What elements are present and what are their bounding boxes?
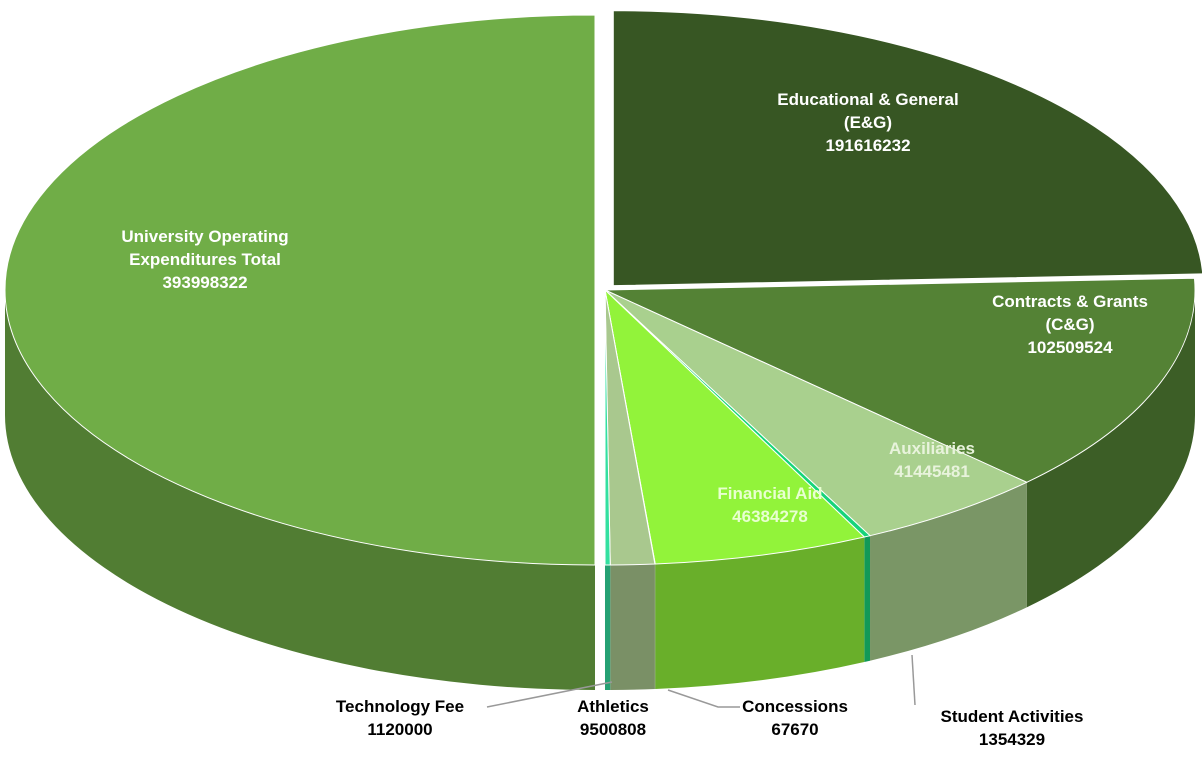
slice-value: 41445481 <box>894 462 970 481</box>
slice-name: Financial Aid <box>717 484 823 503</box>
slice-name: Contracts & Grants (C&G) <box>992 292 1148 334</box>
slice-value: 9500808 <box>579 720 647 739</box>
slice-name: University Operating Expenditures Total <box>121 227 289 269</box>
slice-name: Concessions <box>742 697 848 716</box>
slice-label: Contracts & Grants (C&G) 102509524 <box>970 290 1170 359</box>
slice-label: Auxiliaries 41445481 <box>857 437 1007 483</box>
slice-name: Educational & General (E&G) <box>777 90 959 132</box>
slice <box>612 10 1202 287</box>
slice-side <box>605 564 611 690</box>
slice-label: Technology Fee 1120000 <box>310 695 490 741</box>
slice-name: Student Activities <box>940 707 1084 726</box>
slice-value: 1354329 <box>978 730 1046 749</box>
slice <box>604 288 866 565</box>
slice <box>4 14 596 566</box>
slice-label: Educational & General (E&G) 191616232 <box>763 88 973 157</box>
slice-name: Technology Fee <box>335 697 465 716</box>
slice <box>604 277 1196 483</box>
slice-side <box>655 537 865 690</box>
slice-label: Athletics 9500808 <box>553 695 673 741</box>
pie-tops <box>4 10 1202 566</box>
pie-sides <box>5 290 1195 690</box>
slice-value: 102509524 <box>1027 338 1113 357</box>
slice-value: 1120000 <box>367 720 433 739</box>
slice-label: Concessions 67670 <box>725 695 865 741</box>
leader-lines <box>486 654 916 708</box>
slice-label: University Operating Expenditures Total 3… <box>80 225 330 294</box>
leader-line <box>486 681 613 708</box>
slice-side <box>5 290 595 690</box>
slice-side <box>1026 290 1195 608</box>
slice-side <box>864 535 871 663</box>
leader-line <box>667 689 740 708</box>
slice-name: Auxiliaries <box>889 439 975 458</box>
leader-line <box>911 654 916 706</box>
slice-side <box>610 564 655 690</box>
slice-value: 46384278 <box>732 507 808 526</box>
slice-name: Athletics <box>577 697 649 716</box>
slice-value: 393998322 <box>162 273 248 292</box>
slice <box>604 289 611 566</box>
slice-side <box>870 482 1027 661</box>
slice-value: 67670 <box>771 720 819 739</box>
slice-value: 191616232 <box>825 136 911 155</box>
slice-label: Financial Aid 46384278 <box>695 482 845 528</box>
slice-label: Student Activities 1354329 <box>902 705 1122 751</box>
slice <box>604 289 1028 537</box>
